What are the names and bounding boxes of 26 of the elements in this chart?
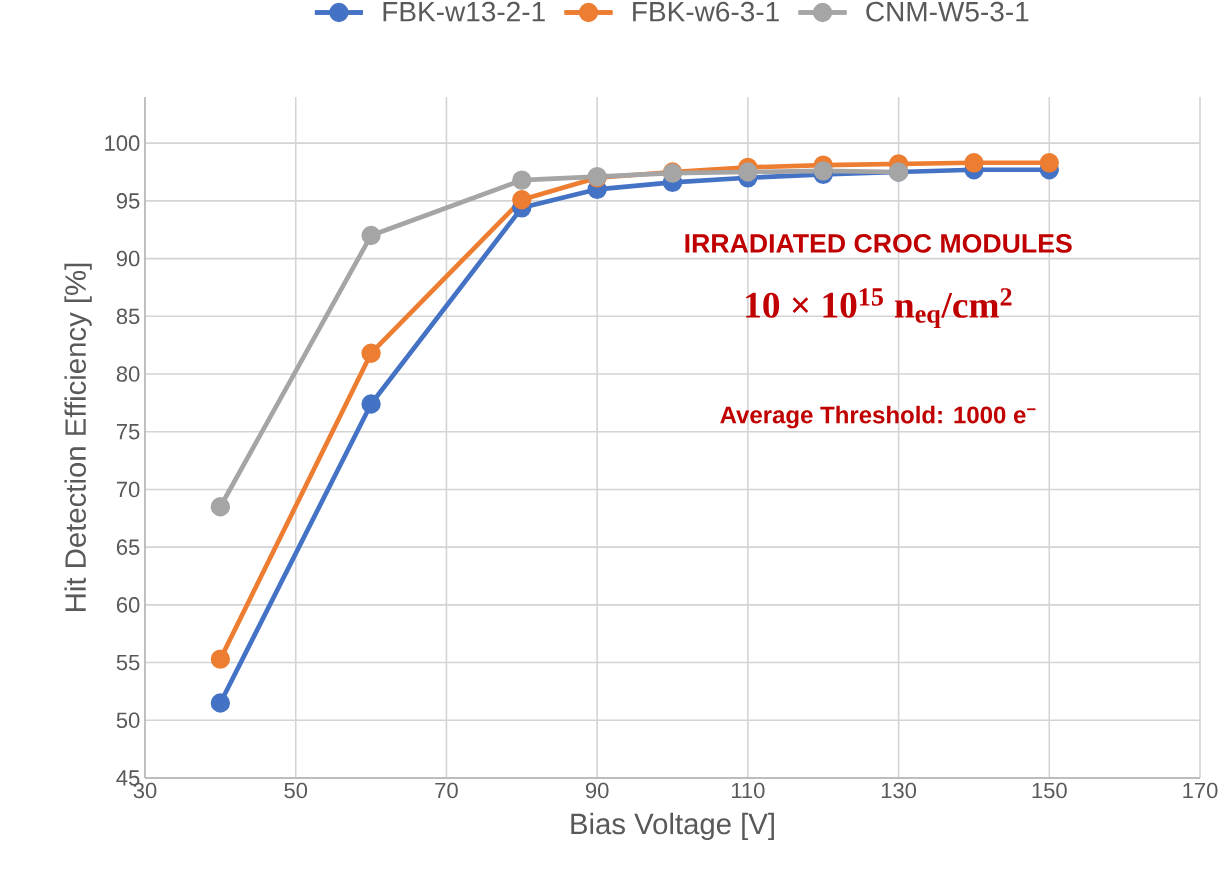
- y-tick-label: 70: [116, 481, 140, 498]
- y-axis-title: Hit Detection Efficiency [%]: [64, 263, 92, 611]
- y-tick-label: 75: [116, 424, 140, 440]
- annotation: Average Threshold: 1000 e$^{−}$: [720, 405, 1036, 429]
- legend-label: FBK-w6-3-1: [633, 1, 779, 22]
- y-tick-label: 95: [116, 193, 140, 209]
- x-tick-label: 130: [881, 782, 917, 799]
- y-tick-label: 65: [116, 539, 140, 555]
- x-tick-label: 110: [732, 782, 765, 799]
- x-tick-label: 170: [1183, 782, 1218, 799]
- x-tick-label: 90: [585, 782, 609, 799]
- annotation: IRRADIATED CROC MODULES: [685, 233, 1072, 253]
- y-tick-label: 80: [116, 366, 140, 382]
- legend-label: FBK-w13-2-1: [383, 1, 545, 22]
- legend-label: CNM-W5-3-1: [866, 1, 1029, 22]
- x-tick-label: 150: [1032, 782, 1067, 799]
- y-tick-label: 60: [116, 597, 140, 613]
- x-axis-title: Bias Voltage [V]: [571, 812, 774, 841]
- y-tick-label: 55: [116, 654, 140, 671]
- y-tick-label: 100: [105, 135, 140, 151]
- x-tick-label: 50: [284, 782, 308, 799]
- annotation: 10 × 10$^{15}$ n$_{eq}$/cm$^{2}$: [746, 288, 1012, 329]
- x-tick-label: 70: [435, 782, 458, 799]
- y-tick-label: 50: [116, 712, 140, 729]
- y-tick-label: 90: [116, 250, 140, 267]
- y-tick-label: 85: [116, 308, 140, 325]
